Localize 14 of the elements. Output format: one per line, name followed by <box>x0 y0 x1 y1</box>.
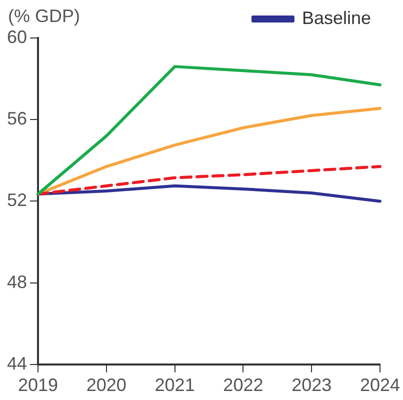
y-tick-label: 52 <box>6 190 28 210</box>
y-tick-label: 48 <box>6 272 28 292</box>
line-series <box>36 165 382 196</box>
x-tick-label: 2020 <box>86 375 126 396</box>
y-tick-label: 60 <box>6 26 28 47</box>
x-tick-label: 2023 <box>292 375 332 396</box>
y-tick-label: 44 <box>6 353 28 374</box>
legend-label: Baseline <box>302 8 371 28</box>
x-tick-label: 2019 <box>18 375 58 396</box>
x-tick-label: 2024 <box>360 375 400 396</box>
x-tick-label: 2021 <box>154 375 195 396</box>
x-tick-label: 2022 <box>223 375 264 396</box>
y-tick-label: 56 <box>6 108 28 129</box>
y-axis-title: (% GDP) <box>8 6 80 26</box>
